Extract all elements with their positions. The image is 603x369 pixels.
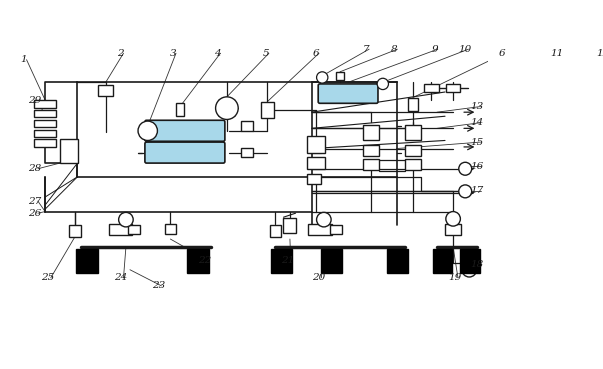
Bar: [307, 157, 324, 169]
Bar: [336, 72, 344, 80]
Text: 24: 24: [113, 273, 127, 282]
Bar: [330, 225, 342, 234]
Text: 14: 14: [471, 118, 484, 127]
Bar: [241, 148, 253, 158]
Text: 5: 5: [262, 49, 269, 58]
Bar: [387, 249, 408, 273]
Text: 3: 3: [169, 49, 176, 58]
Text: 26: 26: [28, 209, 41, 218]
Bar: [165, 224, 176, 234]
Text: 20: 20: [312, 273, 325, 282]
Circle shape: [446, 211, 460, 226]
Bar: [321, 249, 342, 273]
Bar: [362, 159, 379, 170]
Bar: [98, 85, 113, 96]
Text: 22: 22: [198, 256, 211, 265]
Text: 17: 17: [471, 186, 484, 195]
Bar: [34, 100, 57, 108]
Bar: [109, 224, 131, 235]
Circle shape: [317, 72, 328, 83]
Bar: [270, 225, 281, 237]
Bar: [186, 249, 209, 273]
Text: 25: 25: [41, 273, 54, 282]
Bar: [308, 224, 332, 235]
Circle shape: [462, 262, 476, 277]
Text: 15: 15: [471, 138, 484, 146]
Text: 29: 29: [28, 96, 41, 104]
Text: 8: 8: [391, 45, 397, 54]
Text: 19: 19: [448, 273, 461, 282]
Bar: [241, 121, 253, 131]
Text: 6: 6: [312, 49, 319, 58]
Circle shape: [377, 78, 388, 90]
Bar: [69, 225, 81, 237]
Bar: [60, 139, 78, 163]
Text: 12: 12: [596, 49, 603, 58]
Bar: [405, 159, 421, 170]
Bar: [271, 249, 291, 273]
FancyBboxPatch shape: [145, 142, 225, 163]
Bar: [446, 84, 460, 92]
Text: 28: 28: [28, 164, 41, 173]
Text: 16: 16: [471, 162, 484, 171]
Text: 7: 7: [362, 45, 369, 54]
Text: 21: 21: [281, 256, 294, 265]
FancyBboxPatch shape: [145, 120, 225, 141]
Circle shape: [459, 185, 472, 198]
Bar: [362, 145, 379, 156]
Text: 27: 27: [28, 197, 41, 206]
Bar: [76, 249, 98, 273]
Text: 2: 2: [117, 49, 124, 58]
Bar: [307, 175, 321, 184]
Text: 9: 9: [431, 45, 438, 54]
Text: 4: 4: [214, 49, 221, 58]
Circle shape: [459, 162, 472, 175]
Circle shape: [138, 121, 157, 141]
Bar: [460, 249, 480, 273]
Bar: [408, 98, 417, 111]
Bar: [405, 145, 421, 156]
Text: 1: 1: [20, 55, 27, 64]
Circle shape: [317, 213, 331, 227]
Text: 6: 6: [498, 49, 505, 58]
Bar: [261, 102, 274, 118]
Circle shape: [119, 213, 133, 227]
Bar: [34, 120, 57, 127]
Bar: [445, 224, 461, 235]
Bar: [283, 218, 297, 232]
Bar: [433, 249, 452, 273]
Bar: [34, 110, 57, 117]
Bar: [34, 139, 57, 146]
Bar: [128, 225, 140, 234]
Bar: [307, 137, 324, 153]
Text: 11: 11: [550, 49, 563, 58]
Text: 10: 10: [459, 45, 472, 54]
Text: 18: 18: [471, 259, 484, 269]
Bar: [34, 130, 57, 137]
Bar: [176, 103, 184, 116]
Circle shape: [216, 97, 238, 120]
Bar: [424, 84, 438, 92]
Bar: [362, 125, 379, 139]
Bar: [405, 125, 421, 139]
Text: 13: 13: [471, 102, 484, 111]
FancyBboxPatch shape: [318, 84, 378, 103]
Text: 23: 23: [151, 282, 165, 290]
